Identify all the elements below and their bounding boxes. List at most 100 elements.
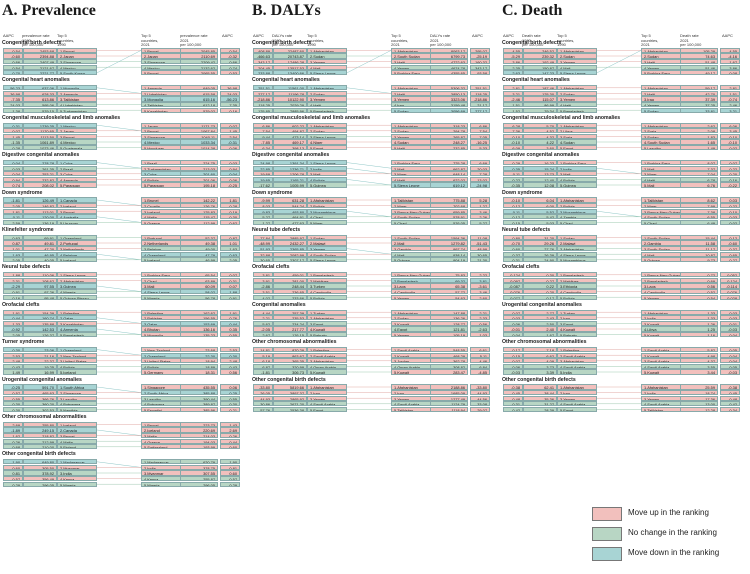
- country-1990: 4.Kenya: [60, 477, 75, 482]
- right-aapc-cell: -0.05: [720, 347, 740, 353]
- left-rate-cell: 2082.99: [273, 251, 307, 257]
- right-aapc-cell: -25.19: [470, 53, 490, 59]
- country-1990: 3.Mali: [310, 172, 321, 177]
- left-country-cell: 5.Iceland: [57, 369, 97, 375]
- rate-2021-value: 18.89: [205, 364, 215, 369]
- country-1990: 5.Bahrain: [310, 333, 327, 338]
- left-aapc-cell: -1.62: [3, 433, 23, 439]
- left-country-cell: 2.Afghanistan: [307, 315, 347, 321]
- country-1990: 2.New Zealand: [60, 353, 87, 358]
- right-aapc-cell: -0.028: [720, 294, 740, 300]
- aapc-1990-value: -4.02: [261, 295, 270, 300]
- right-aapc-cell: -0.22: [720, 165, 740, 171]
- right-rate-cell: 648.14: [430, 171, 468, 177]
- right-rate-cell: 18.89: [180, 363, 218, 369]
- left-country-cell: 4.Haiti: [307, 102, 347, 108]
- country-2021: 1.Burkina Faso: [144, 273, 171, 278]
- right-country-cell: 4.Libya: [641, 326, 681, 332]
- right-country-cell: 1.Tajikistan: [391, 197, 431, 203]
- rate-2021-value: 1.33: [707, 316, 715, 321]
- left-country-cell: 3.Netherlands: [57, 246, 97, 252]
- aapc-2021-value: -33.08: [475, 402, 487, 407]
- left-rate-cell: 2.40: [523, 326, 557, 332]
- rate-2021-value: 1.33: [707, 310, 715, 315]
- rate-2021-value: 904.19: [453, 258, 465, 263]
- left-country-cell: 3.Brunei: [57, 433, 97, 439]
- right-aapc-cell: 0.26: [220, 433, 240, 439]
- left-country-cell: 5.Iceland: [57, 257, 97, 263]
- section-title: Other chromosomal abnormalities: [2, 414, 87, 420]
- left-country-cell: 2.India: [557, 165, 597, 171]
- right-aapc-cell: 1.63: [220, 246, 240, 252]
- aapc-1990-value: 2.69: [12, 422, 20, 427]
- aapc-1990-value: 0.03: [12, 166, 20, 171]
- right-country-cell: 2.Kuwait: [391, 352, 431, 358]
- left-country-cell: 2.Sudan: [307, 90, 347, 96]
- aapc-2021-value: -218.86: [473, 97, 487, 102]
- column-header-aapc: AAPC: [3, 33, 14, 38]
- country-1990: 5.Guatemala: [60, 146, 83, 151]
- country-1990: 3.Cuba: [60, 172, 73, 177]
- right-aapc-cell: 0.30: [220, 401, 240, 407]
- legend-item-up: Move up in the ranking: [592, 505, 747, 525]
- right-aapc-cell: -0.62: [220, 219, 240, 225]
- aapc-1990-value: 1.63: [12, 252, 20, 257]
- country-2021: 3.Mongolia: [144, 97, 164, 102]
- left-aapc-cell: 1.91: [3, 309, 23, 315]
- right-country-cell: 4.Yemen: [391, 64, 431, 70]
- country-2021: 4.Botswana: [144, 402, 165, 407]
- aapc-1990-value: -1.52: [511, 108, 520, 113]
- right-rate-cell: 1277.49: [430, 395, 468, 401]
- country-2021: 5.Kazakhstan: [144, 108, 168, 113]
- country-1990: 2.Saudi Arabia: [560, 353, 586, 358]
- right-rate-cell: 193.99: [180, 444, 218, 450]
- right-aapc-cell: 0.30: [220, 214, 240, 220]
- right-rate-cell: 47.79: [180, 251, 218, 257]
- rate-1990-value: 2.50: [546, 321, 554, 326]
- aapc-1990-value: -0.10: [511, 198, 520, 203]
- right-country-cell: 2.Pakistan: [141, 315, 181, 321]
- aapc-1990-value: -0.31: [511, 402, 520, 407]
- left-aapc-cell: 0.81: [3, 470, 23, 476]
- right-aapc-cell: -0.45: [720, 390, 740, 396]
- left-rate-cell: 5.03: [523, 219, 557, 225]
- right-rate-cell: 232.85: [430, 145, 468, 151]
- country-2021: 4.Bolivia: [144, 364, 159, 369]
- country-1990: 4.Mali: [310, 65, 321, 70]
- country-2021: 5.Paraguay: [144, 183, 164, 188]
- left-rate-cell: 97.55: [23, 283, 57, 289]
- right-aapc-cell: -0.07: [720, 160, 740, 166]
- right-aapc-cell: -0.05: [720, 363, 740, 369]
- aapc-1990-value: -4.44: [261, 310, 270, 315]
- right-rate-cell: 10.87: [680, 251, 718, 257]
- aapc-1990-value: -6.18: [261, 359, 270, 364]
- aapc-1990-value: -1.81: [11, 198, 20, 203]
- rate-2021-value: 51.46: [705, 65, 715, 70]
- aapc-2021-value: -5.33: [478, 146, 487, 151]
- rate-1990-value: 2394.88: [39, 54, 54, 59]
- country-1990: 2.Bolivia: [310, 204, 325, 209]
- left-aapc-cell: -0.91: [3, 289, 23, 295]
- right-aapc-cell: -0.124: [720, 277, 740, 283]
- aapc-2021-value: -160.32: [473, 60, 487, 65]
- right-country-cell: 5.Sudan: [641, 107, 681, 113]
- rate-2021-value: 3.44: [707, 370, 715, 375]
- country-1990: 3.India: [60, 471, 72, 476]
- country-1990: 1.Mongolia: [60, 86, 80, 91]
- right-rate-cell: 938.14: [430, 251, 468, 257]
- left-rate-cell: 40.05: [23, 257, 57, 263]
- right-aapc-cell: -1.03: [470, 332, 490, 338]
- country-2021: 4.Sudan: [394, 140, 409, 145]
- country-1990: 5.Bangladesh: [560, 108, 584, 113]
- aapc-1990-value: -0.03: [511, 316, 520, 321]
- right-rate-cell: 0.52: [680, 289, 718, 295]
- left-rate-cell: 7.18: [523, 347, 557, 353]
- right-country-cell: 3.Mali: [141, 283, 181, 289]
- left-country-cell: 2.Canada: [57, 427, 97, 433]
- rate-2021-value: 2.62: [707, 123, 715, 128]
- left-aapc-cell: -14.81: [253, 347, 273, 353]
- aapc-2021-value: -0.54: [228, 48, 237, 53]
- rate-2021-value: 6.49: [707, 220, 715, 225]
- left-country-cell: 5.Bahrain: [307, 332, 347, 338]
- left-aapc-cell: -0.077: [503, 294, 523, 300]
